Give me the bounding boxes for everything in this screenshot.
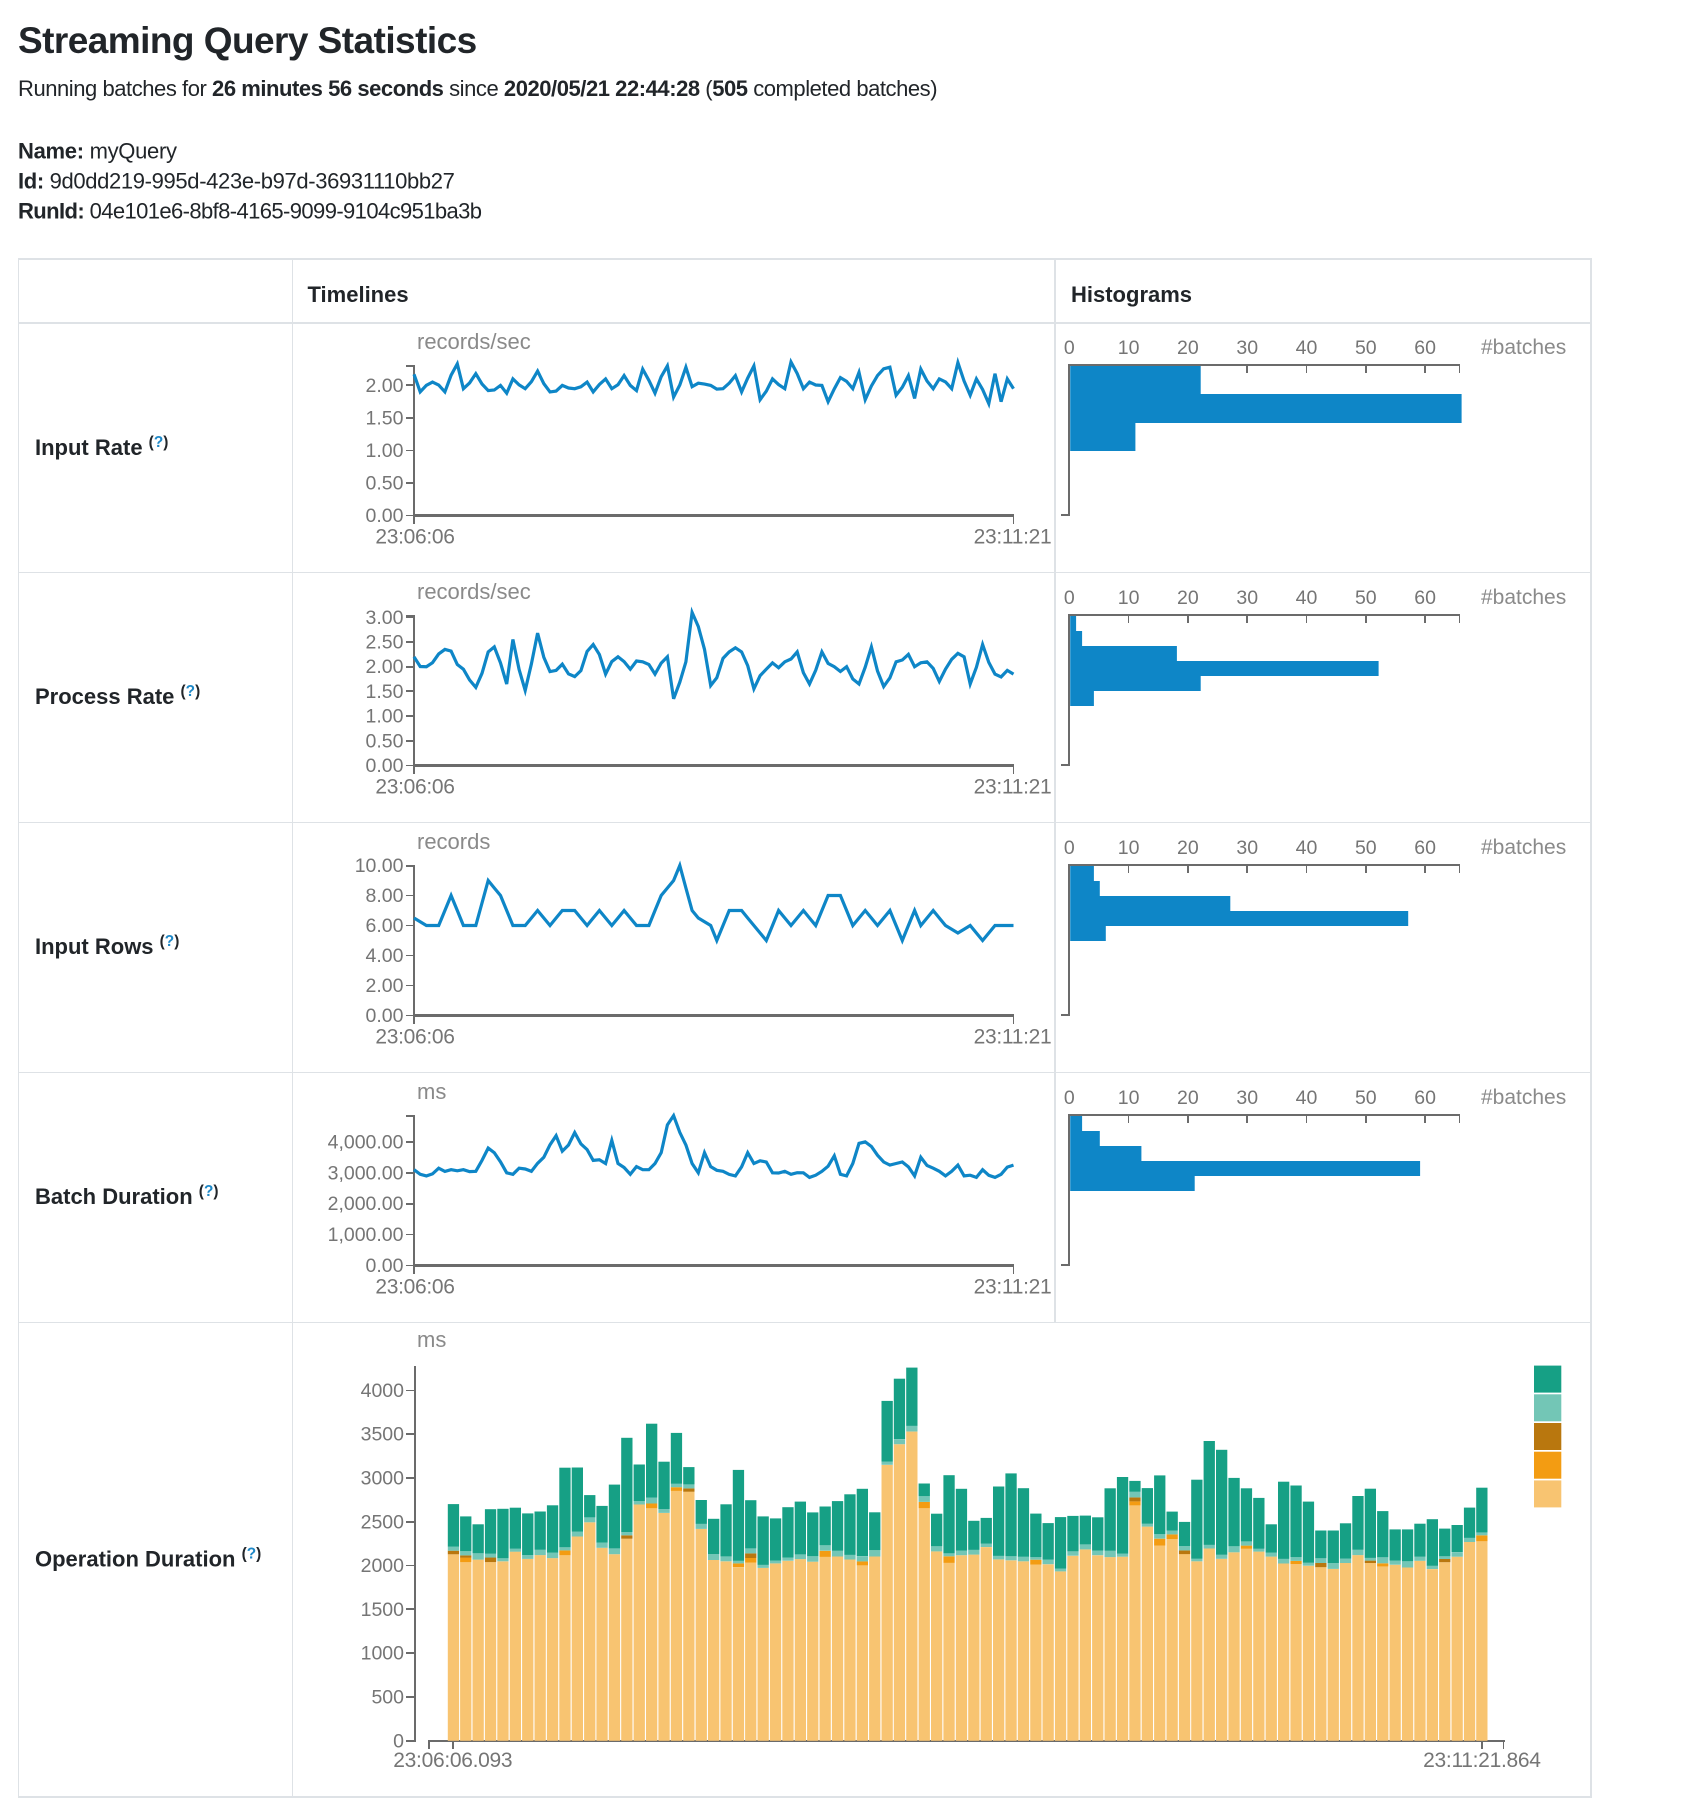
svg-text:0.00: 0.00 <box>366 505 404 527</box>
svg-text:0: 0 <box>1064 837 1075 859</box>
svg-text:50: 50 <box>1355 587 1377 609</box>
svg-text:8.00: 8.00 <box>366 885 404 907</box>
svg-text:40: 40 <box>1296 837 1318 859</box>
svg-text:0: 0 <box>1064 1087 1075 1109</box>
svg-text:records/sec: records/sec <box>417 329 531 354</box>
svg-text:10: 10 <box>1118 837 1140 859</box>
svg-text:30: 30 <box>1236 837 1258 859</box>
svg-text:2.00: 2.00 <box>366 375 404 397</box>
svg-text:20: 20 <box>1177 837 1199 859</box>
svg-text:4000: 4000 <box>361 1380 405 1402</box>
svg-text:Operation Duration (?): Operation Duration (?) <box>35 1546 261 1572</box>
svg-text:Name: myQuery: Name: myQuery <box>18 139 177 164</box>
svg-text:0.50: 0.50 <box>366 473 404 495</box>
svg-text:Histograms: Histograms <box>1071 282 1192 307</box>
svg-text:RunId: 04e101e6-8bf8-4165-9099: RunId: 04e101e6-8bf8-4165-9099-9104c951b… <box>18 199 482 224</box>
svg-text:30: 30 <box>1236 587 1258 609</box>
svg-text:Streaming Query Statistics: Streaming Query Statistics <box>18 20 477 61</box>
svg-text:40: 40 <box>1296 587 1318 609</box>
svg-text:23:11:21: 23:11:21 <box>974 1026 1052 1049</box>
svg-text:1,000.00: 1,000.00 <box>328 1224 404 1246</box>
svg-text:500: 500 <box>371 1687 404 1709</box>
svg-text:23:11:21: 23:11:21 <box>974 526 1052 549</box>
svg-text:#batches: #batches <box>1481 836 1566 859</box>
svg-text:ms: ms <box>417 1327 446 1352</box>
svg-text:ms: ms <box>417 1079 446 1104</box>
svg-text:10: 10 <box>1118 1087 1140 1109</box>
svg-text:3.00: 3.00 <box>366 607 404 629</box>
svg-text:60: 60 <box>1414 337 1436 359</box>
svg-text:1.00: 1.00 <box>366 706 404 728</box>
svg-text:60: 60 <box>1414 587 1436 609</box>
svg-text:0: 0 <box>1064 337 1075 359</box>
svg-text:#batches: #batches <box>1481 1086 1566 1109</box>
svg-text:50: 50 <box>1355 837 1377 859</box>
svg-text:Timelines: Timelines <box>308 282 409 307</box>
svg-text:23:06:06: 23:06:06 <box>375 526 454 549</box>
svg-text:Input Rows (?): Input Rows (?) <box>35 933 179 959</box>
svg-text:30: 30 <box>1236 1087 1258 1109</box>
svg-text:records/sec: records/sec <box>417 579 531 604</box>
svg-text:Running batches for 26 minutes: Running batches for 26 minutes 56 second… <box>18 76 937 101</box>
svg-text:#batches: #batches <box>1481 586 1566 609</box>
svg-text:1.50: 1.50 <box>366 407 404 429</box>
svg-text:Process Rate (?): Process Rate (?) <box>35 683 200 709</box>
svg-text:1.00: 1.00 <box>366 440 404 462</box>
svg-text:0.00: 0.00 <box>366 1005 404 1027</box>
svg-text:2000: 2000 <box>361 1555 405 1577</box>
svg-text:50: 50 <box>1355 337 1377 359</box>
svg-text:1000: 1000 <box>361 1643 405 1665</box>
svg-text:60: 60 <box>1414 1087 1436 1109</box>
svg-text:20: 20 <box>1177 587 1199 609</box>
svg-text:23:11:21.864: 23:11:21.864 <box>1423 1749 1541 1772</box>
svg-text:23:11:21: 23:11:21 <box>974 1276 1052 1299</box>
svg-text:0: 0 <box>393 1730 404 1752</box>
svg-text:23:06:06.093: 23:06:06.093 <box>393 1749 512 1772</box>
svg-text:#batches: #batches <box>1481 336 1566 359</box>
svg-text:1.50: 1.50 <box>366 681 404 703</box>
svg-text:0.00: 0.00 <box>366 755 404 777</box>
svg-text:0.50: 0.50 <box>366 730 404 752</box>
svg-text:2.50: 2.50 <box>366 632 404 654</box>
svg-text:10: 10 <box>1118 337 1140 359</box>
svg-text:30: 30 <box>1236 337 1258 359</box>
svg-text:50: 50 <box>1355 1087 1377 1109</box>
svg-text:10.00: 10.00 <box>355 855 404 877</box>
svg-text:0: 0 <box>1064 587 1075 609</box>
svg-text:Input Rate (?): Input Rate (?) <box>35 434 168 460</box>
svg-text:4.00: 4.00 <box>366 945 404 967</box>
svg-text:6.00: 6.00 <box>366 915 404 937</box>
svg-text:20: 20 <box>1177 337 1199 359</box>
svg-text:20: 20 <box>1177 1087 1199 1109</box>
svg-text:Id: 9d0dd219-995d-423e-b97d-36: Id: 9d0dd219-995d-423e-b97d-36931110bb27 <box>18 169 455 194</box>
svg-text:2.00: 2.00 <box>366 975 404 997</box>
svg-text:40: 40 <box>1296 1087 1318 1109</box>
svg-text:records: records <box>417 829 490 854</box>
svg-text:40: 40 <box>1296 337 1318 359</box>
svg-text:23:06:06: 23:06:06 <box>375 776 454 799</box>
svg-text:2,000.00: 2,000.00 <box>328 1193 404 1215</box>
svg-text:23:06:06: 23:06:06 <box>375 1026 454 1049</box>
svg-text:3000: 3000 <box>361 1468 405 1490</box>
svg-text:3,000.00: 3,000.00 <box>328 1162 404 1184</box>
svg-text:0.00: 0.00 <box>366 1255 404 1277</box>
svg-text:2.00: 2.00 <box>366 656 404 678</box>
svg-text:10: 10 <box>1118 587 1140 609</box>
svg-text:60: 60 <box>1414 837 1436 859</box>
svg-text:1500: 1500 <box>361 1599 405 1621</box>
svg-text:2500: 2500 <box>361 1511 405 1533</box>
svg-text:Batch Duration (?): Batch Duration (?) <box>35 1183 218 1209</box>
svg-text:23:11:21: 23:11:21 <box>974 776 1052 799</box>
svg-text:3500: 3500 <box>361 1424 405 1446</box>
svg-text:23:06:06: 23:06:06 <box>375 1276 454 1299</box>
svg-text:4,000.00: 4,000.00 <box>328 1131 404 1153</box>
